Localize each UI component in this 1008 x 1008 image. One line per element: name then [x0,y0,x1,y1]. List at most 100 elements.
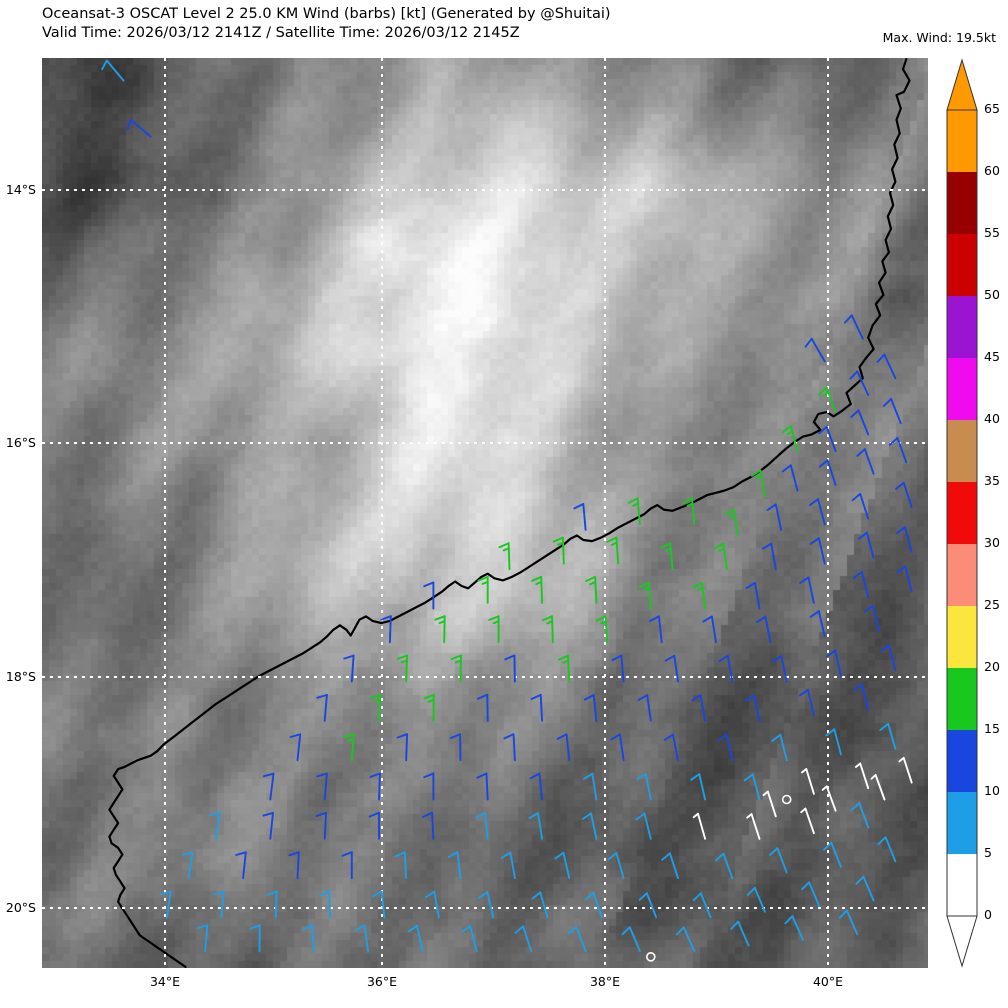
wind-barb [262,811,274,840]
wind-barb [821,785,837,812]
wind-barb [717,733,734,762]
wind-barb [713,542,728,571]
wind-barb [664,654,679,683]
wind-barb [638,581,652,610]
wind-barb [863,604,881,632]
colorbar-tick-label: 10 [984,783,1000,798]
wind-barb [514,925,533,953]
colorbar-segment [947,792,977,854]
wind-barb [746,813,761,840]
wind-barb [750,469,766,498]
wind-barb [784,915,804,941]
wind-barb [447,851,462,880]
wind-barb [396,733,409,762]
wind-barb [289,733,302,762]
wind-barb [531,575,544,604]
wind-barb [882,398,902,425]
wind-barb [801,768,815,795]
wind-barb [262,772,275,801]
colorbar-segment [947,172,977,234]
colorbar-outline [946,109,978,917]
wind-barb [798,688,815,717]
wind-barb [554,851,571,880]
wind-barb [730,920,750,947]
wind-barb [769,847,788,874]
wind-barb [809,610,826,638]
wind-barb [857,531,875,559]
wind-barb [407,924,424,953]
chart-title-line-1: Oceansat-3 OSCAT Level 2 25.0 KM Wind (b… [42,6,611,22]
wind-barb [369,772,381,801]
wind-barb [809,537,826,565]
wind-barb [888,437,908,464]
title-block: Oceansat-3 OSCAT Level 2 25.0 KM Wind (b… [42,5,611,43]
wind-barb [450,654,462,683]
wind-barb [781,464,799,492]
graticule-grid-layer [42,58,928,968]
wind-barb [660,542,674,571]
colorbar-tick-label: 60 [984,163,1000,178]
wind-barb [421,811,435,840]
wind-barb [573,503,587,531]
wind-barb [724,508,739,537]
wind-barb [500,851,516,880]
wind-barb [856,448,875,475]
colorbar-segment [947,668,977,730]
wind-barb [213,890,225,919]
wind-barb [855,875,875,902]
wind-barb [503,733,516,762]
wind-barb [488,615,500,644]
wind-barb [424,890,440,919]
wind-barb [826,649,842,677]
colorbar-segment [947,606,977,668]
wind-barb [879,722,897,750]
wind-barb [823,841,842,868]
wind-barb [582,772,598,801]
wind-barb [181,851,194,880]
colorbar-tick-label: 15 [984,721,1000,736]
wind-barb [584,891,603,919]
wind-barb [461,925,478,953]
wind-barb [800,807,815,835]
max-wind-label: Max. Wind: 19.5kt [882,30,996,45]
wind-barb [825,728,842,756]
wind-barb [895,526,913,554]
colorbar-tick-label: 25 [984,597,1000,612]
wind-barb [818,459,837,486]
colorbar-segment [947,296,977,358]
wind-barb [761,542,777,571]
wind-barb [423,581,435,610]
wind-barb [898,756,913,784]
wind-barb [266,890,278,919]
wind-barb [682,497,696,526]
colorbar[interactable] [944,58,980,968]
colorbar-segment [947,420,977,482]
wind-barb [315,811,327,840]
wind-barb [343,654,355,683]
lon-tick-label: 40°E [812,974,844,989]
wind-barb [745,581,761,610]
wind-barb [876,353,897,380]
wind-barb [744,694,761,722]
wind-barb [870,774,886,801]
wind-barb [743,773,761,801]
lon-tick-label: 36°E [366,974,398,989]
colorbar-tick-label: 50 [984,287,1000,302]
wind-barb [621,926,641,953]
wind-barb [854,762,870,790]
wind-barb [159,890,172,919]
wind-barb [638,892,658,919]
wind-barb [249,924,261,953]
map-plot-area[interactable] [42,58,928,968]
wind-barb [288,851,300,880]
wind-barb [702,615,717,644]
wind-barb [528,812,544,840]
wind-barb [477,575,489,604]
wind-barb [434,615,446,644]
wind-barb [896,565,913,593]
wind-barb [627,497,641,526]
wind-barb [714,852,734,880]
colorbar-segment [947,110,977,172]
colorbar-swatches [946,58,978,968]
colorbar-under-arrow [946,915,978,968]
